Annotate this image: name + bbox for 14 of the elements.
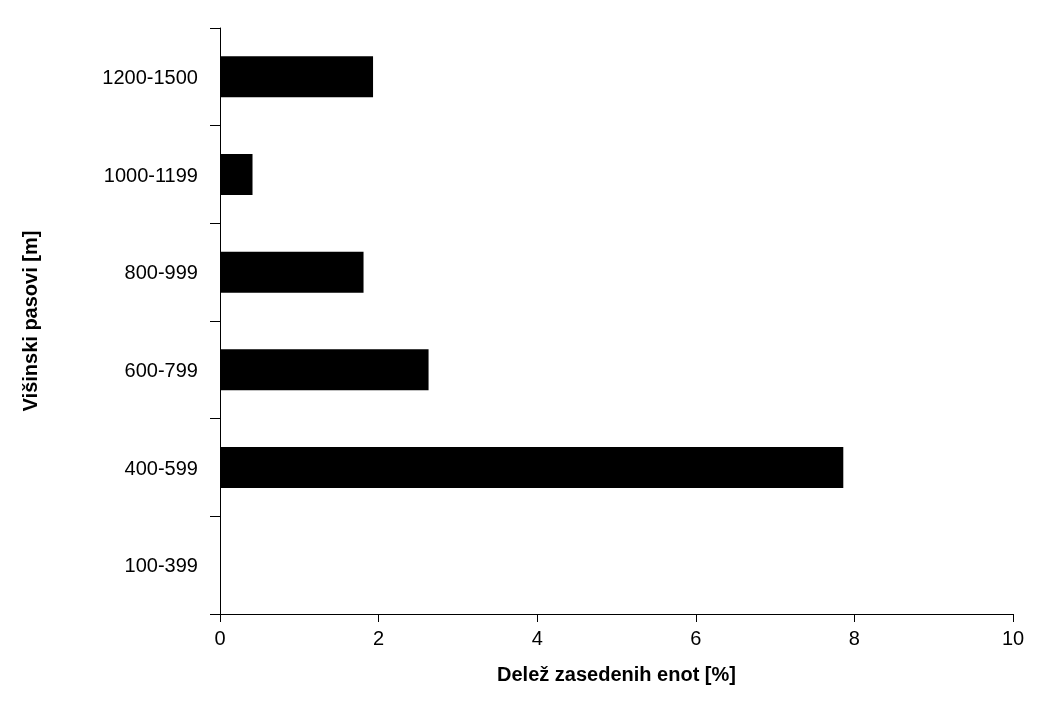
y-tick-label: 800-999 [124,261,198,284]
y-tick-label: 400-599 [124,456,198,479]
x-tick-label: 0 [214,627,226,649]
y-axis-title: Višinski pasovi [m] [19,230,41,412]
x-tick-label: 2 [373,627,385,649]
x-tick-label: 10 [1001,627,1025,649]
x-axis-title: Delež zasedenih enot [%] [497,663,736,685]
y-tick-label: 100-399 [124,554,198,577]
x-tick-label: 8 [848,627,860,649]
y-tick-label: 1200-1500 [102,65,198,88]
x-tick-label: 6 [690,627,702,649]
y-tick-label: 1000-1199 [103,163,198,186]
x-tick-label: 4 [531,627,543,649]
y-tick-label: 600-799 [124,358,198,381]
